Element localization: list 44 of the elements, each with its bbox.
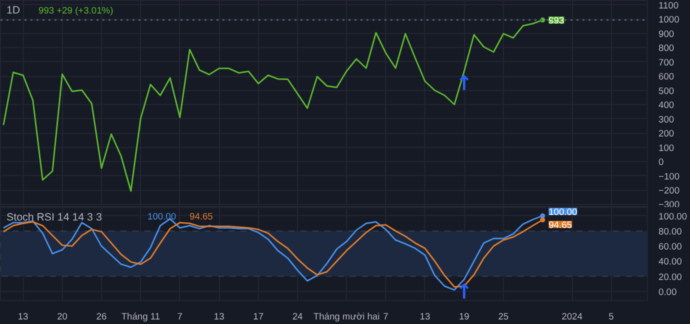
- y-tick-label: 80.00: [658, 226, 682, 236]
- text: 94.65: [190, 212, 213, 222]
- x-tick-label: 17: [253, 312, 264, 322]
- y-tick-label: 1100: [658, 0, 679, 10]
- x-tick-label: 13: [18, 312, 28, 322]
- y-tick-label: 500: [658, 86, 674, 96]
- x-tick-label: 26: [96, 312, 107, 322]
- x-tick-label: 24: [292, 312, 303, 322]
- x-tick-label: 2024: [562, 312, 582, 322]
- y-tick-label: 100: [658, 142, 674, 153]
- y-tick-label: 400: [658, 100, 674, 110]
- chart-title: Stoch RSI 14 14 3 3: [6, 212, 102, 224]
- chart-title: 1D: [6, 4, 20, 16]
- y-tick-label: 20.00: [658, 272, 682, 282]
- y-tick-label: 300: [658, 114, 674, 124]
- annotation: ↑: [456, 279, 473, 304]
- y-tick-label: 60.00: [658, 242, 682, 252]
- x-tick-label: 7: [177, 312, 183, 322]
- x-tick-label: 19: [458, 312, 470, 322]
- y-tick-label: 700: [658, 57, 674, 68]
- y-tick-label: 100.00: [658, 211, 688, 222]
- data-label: 100.00: [548, 206, 578, 217]
- y-tick-label: 600: [658, 72, 674, 82]
- y-tick-label: 0.00: [658, 286, 677, 297]
- y-tick-label: 200: [658, 128, 674, 139]
- y-tick-label: −200: [658, 186, 680, 196]
- y-tick-label: 1000: [658, 14, 680, 25]
- x-tick-label: Tháng mười hai: [313, 312, 380, 322]
- x-tick-label: 20: [57, 312, 68, 322]
- text: 993 +29 (+3.01%): [38, 6, 114, 16]
- y-tick-label: 40.00: [658, 256, 682, 267]
- x-tick-label: 7: [383, 312, 388, 322]
- text: 100.00: [148, 212, 176, 222]
- x-tick-label: Tháng 11: [121, 312, 160, 322]
- data-label: 94.65: [548, 220, 572, 230]
- y-tick-label: −100: [658, 171, 680, 182]
- x-tick-label: 13: [214, 312, 224, 322]
- x-tick-label: 13: [420, 312, 430, 322]
- data-label: 993: [548, 16, 564, 26]
- y-tick-label: 0: [658, 157, 664, 168]
- y-tick-label: 900: [658, 28, 674, 39]
- x-tick-label: 25: [498, 312, 509, 322]
- y-tick-label: 800: [658, 43, 674, 54]
- x-tick-label: 5: [608, 312, 614, 322]
